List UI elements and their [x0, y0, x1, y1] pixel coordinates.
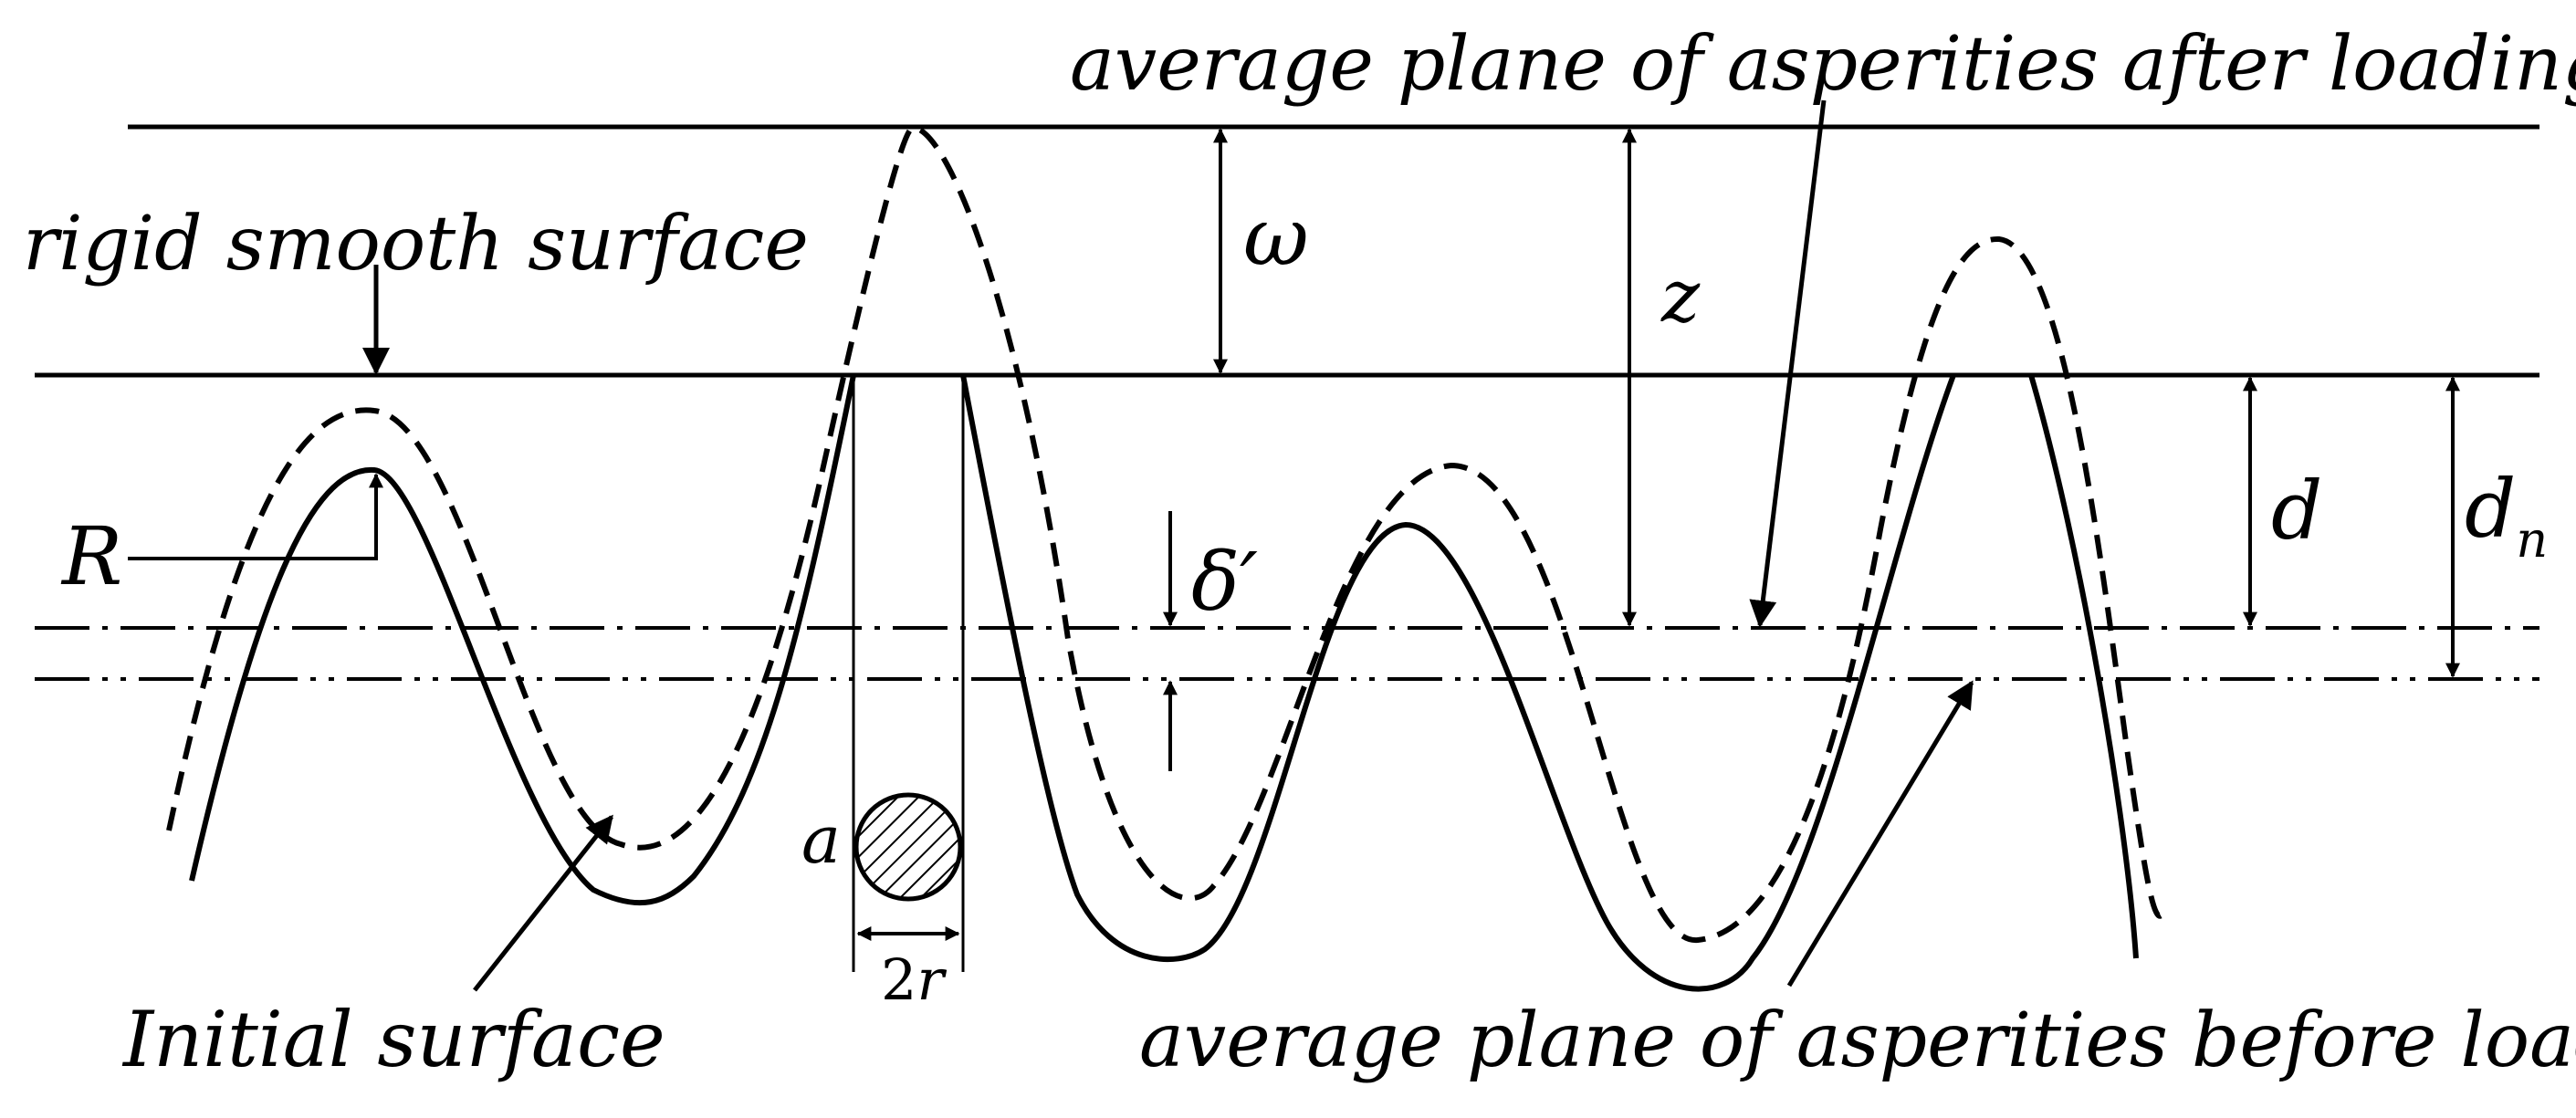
label-avg-before: average plane of asperities before loadi…: [1139, 998, 2576, 1084]
label-d: d: [2271, 464, 2322, 558]
initial-profile-solid: [189, 373, 2139, 992]
label-delta: δ′: [1191, 535, 1258, 629]
label-two-r: 2r: [881, 946, 947, 1013]
label-dn: dn: [2465, 462, 2548, 569]
label-avg-after: average plane of asperities after loadin…: [1070, 21, 2576, 108]
avg-after-pointer-arrow: [1749, 99, 1827, 628]
contact-area-circle: [853, 792, 963, 902]
label-omega: ω: [1243, 190, 1309, 284]
label-z: z: [1660, 254, 1701, 339]
label-dn-base: d: [2465, 462, 2516, 556]
label-dn-sub: n: [2516, 511, 2548, 569]
radius-leader: [128, 473, 383, 560]
loaded-profile-dashed: [166, 124, 2166, 944]
label-initial-surface: Initial surface: [121, 995, 665, 1084]
label-a: a: [801, 801, 841, 878]
initial-pointer-arrow: [473, 814, 613, 992]
label-rigid-surface: rigid smooth surface: [23, 201, 809, 287]
avg-before-pointer-arrow: [1786, 680, 1974, 987]
label-R: R: [60, 509, 122, 603]
